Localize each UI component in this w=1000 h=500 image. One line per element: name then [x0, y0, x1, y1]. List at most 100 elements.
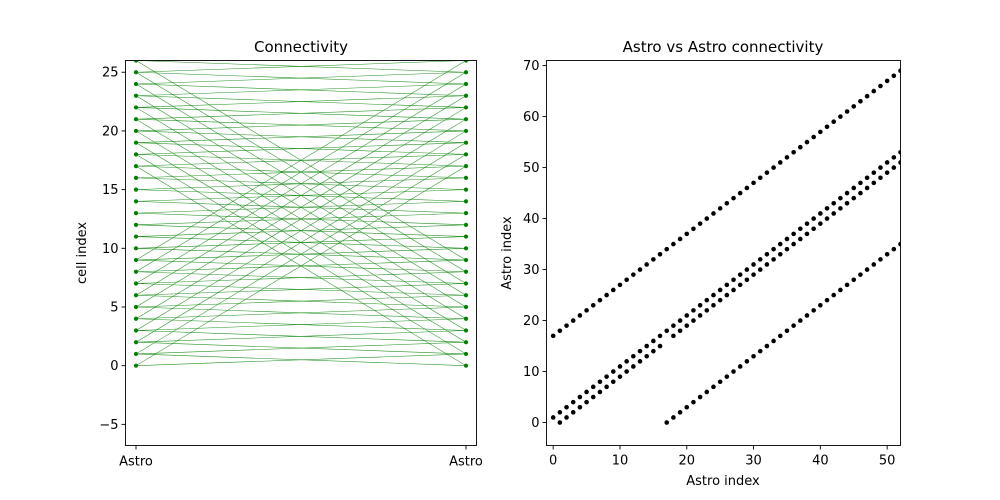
scatter-point: [684, 231, 690, 237]
scatter-point: [724, 374, 730, 379]
source-node: [133, 269, 139, 274]
scatter-point: [717, 297, 723, 303]
scatter-point: [711, 302, 716, 308]
scatter-point: [777, 241, 783, 247]
scatter-point: [691, 399, 696, 405]
scatter-point: [818, 221, 823, 226]
scatter-point: [777, 251, 783, 257]
scatter-point: [898, 241, 901, 247]
scatter-point: [804, 313, 810, 318]
connectivity-plot-frame: [125, 60, 477, 446]
x-tick-label: 10: [612, 454, 629, 469]
source-node: [133, 93, 139, 98]
target-node: [463, 140, 469, 145]
target-node: [463, 199, 469, 204]
scatter-point: [811, 308, 816, 313]
scatter-point: [804, 231, 810, 237]
connection-line: [135, 95, 467, 296]
scatter-point: [677, 328, 683, 334]
scatter-point: [564, 323, 569, 328]
y-tick-label: 20: [102, 124, 119, 139]
scatter-point: [891, 246, 897, 252]
scatter-point: [878, 175, 883, 181]
scatter-point: [677, 236, 683, 242]
target-node: [463, 246, 469, 251]
scatter-point: [737, 272, 743, 277]
scatter-point: [771, 246, 776, 252]
scatter-point: [704, 297, 710, 303]
scatter-point: [771, 338, 776, 344]
scatter-point: [824, 216, 830, 221]
connectivity-marks: [133, 60, 469, 368]
scatter-point: [677, 318, 683, 323]
scatter-point: [711, 211, 716, 216]
scatter-point: [798, 144, 803, 150]
scatter-point: [791, 231, 796, 237]
scatter-point: [818, 211, 823, 216]
scatter-point: [564, 415, 569, 420]
scatter-point: [550, 333, 556, 339]
scatter-point: [824, 297, 830, 303]
scatter-point: [791, 241, 796, 247]
scatter-point: [731, 195, 736, 201]
scatter-point: [610, 287, 616, 293]
scatter-point: [711, 384, 716, 390]
connection-line: [135, 341, 467, 355]
scatter-point: [751, 272, 756, 277]
x-tick-label: Astro: [119, 455, 153, 470]
y-tick-label: 0: [110, 359, 118, 374]
scatter-point: [798, 236, 803, 242]
scatter-point: [664, 328, 670, 334]
scatter-point: [570, 318, 576, 323]
scatter-point: [811, 216, 816, 221]
scatter-point: [631, 272, 636, 277]
target-node: [463, 128, 469, 134]
scatter-point: [764, 251, 770, 257]
source-node: [133, 316, 139, 321]
scatter-point: [671, 241, 676, 247]
source-node: [133, 257, 139, 263]
scatter-point: [644, 262, 649, 267]
scatter-point: [664, 420, 670, 425]
target-node: [463, 117, 469, 122]
scatter-point: [724, 200, 730, 206]
x-tick-label: 20: [678, 454, 695, 469]
scatter-point: [564, 404, 569, 410]
y-tick-label: 60: [523, 110, 540, 125]
scatter-point: [724, 292, 730, 298]
scatter-point: [570, 410, 576, 415]
x-tick-label: 30: [745, 454, 762, 469]
scatter-point: [858, 190, 863, 196]
scatter-point: [590, 302, 596, 308]
scatter-point: [771, 257, 776, 262]
scatter-point: [898, 160, 901, 165]
scatter-point: [838, 114, 843, 119]
scatter-point: [777, 333, 783, 339]
y-tick-label: 10: [523, 365, 540, 380]
connectivity-title: Connectivity: [254, 38, 348, 56]
scatter-point: [771, 165, 776, 170]
source-node: [133, 187, 139, 192]
connection-line: [135, 353, 467, 366]
scatter-point: [671, 415, 676, 420]
target-node: [463, 164, 469, 169]
connection-line: [135, 142, 467, 343]
scatter-point: [590, 384, 596, 390]
source-node: [133, 70, 139, 75]
scatter-point: [811, 226, 816, 232]
scatter-point: [784, 155, 790, 160]
y-tick-label: 70: [523, 59, 540, 74]
scatter-point: [697, 313, 703, 318]
source-node: [133, 175, 139, 180]
target-node: [463, 93, 469, 98]
connection-line: [135, 330, 467, 343]
scatter-point: [831, 200, 837, 206]
source-node: [133, 363, 139, 368]
scatter-point: [764, 170, 770, 175]
scatter-point: [637, 348, 643, 354]
scatter-point: [864, 185, 870, 191]
scatter-point: [731, 287, 736, 293]
scatter-point: [858, 272, 863, 277]
source-node: [133, 246, 139, 251]
